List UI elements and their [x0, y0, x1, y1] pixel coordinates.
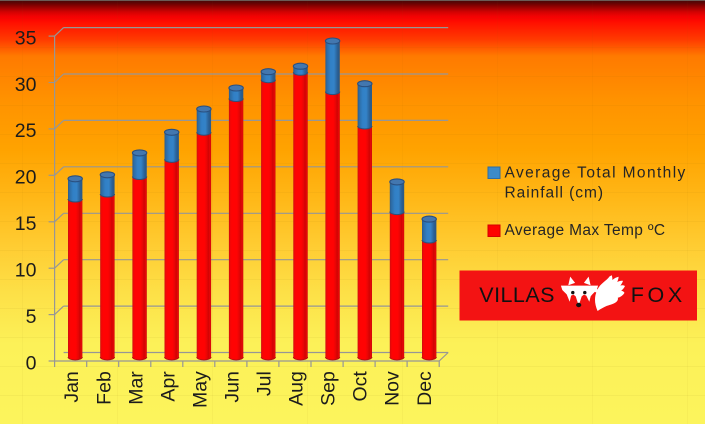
svg-text:10: 10 — [15, 260, 37, 282]
svg-text:Sep: Sep — [318, 371, 340, 406]
svg-text:Mar: Mar — [125, 371, 147, 405]
svg-text:Jun: Jun — [222, 371, 244, 402]
svg-text:5: 5 — [26, 306, 37, 328]
svg-text:Apr: Apr — [157, 371, 179, 402]
svg-text:Jul: Jul — [254, 371, 276, 396]
svg-text:25: 25 — [15, 120, 37, 142]
svg-text:20: 20 — [15, 167, 37, 189]
svg-text:Average Max Temp ºC: Average Max Temp ºC — [505, 222, 666, 239]
svg-text:Feb: Feb — [93, 371, 115, 405]
svg-text:Rainfall (cm): Rainfall (cm) — [505, 185, 604, 202]
svg-text:Jan: Jan — [61, 371, 83, 402]
svg-text:VILLAS: VILLAS — [479, 283, 555, 307]
svg-text:0: 0 — [26, 352, 37, 374]
svg-text:Average Total Monthly: Average Total Monthly — [505, 164, 687, 181]
svg-text:May: May — [189, 371, 211, 408]
svg-text:Nov: Nov — [382, 371, 404, 406]
svg-text:30: 30 — [15, 74, 37, 96]
svg-text:Dec: Dec — [414, 371, 436, 406]
svg-text:Oct: Oct — [350, 371, 372, 402]
svg-text:35: 35 — [15, 27, 37, 49]
svg-text:Aug: Aug — [286, 371, 308, 406]
svg-text:FOX: FOX — [631, 283, 686, 307]
svg-text:15: 15 — [15, 213, 37, 235]
